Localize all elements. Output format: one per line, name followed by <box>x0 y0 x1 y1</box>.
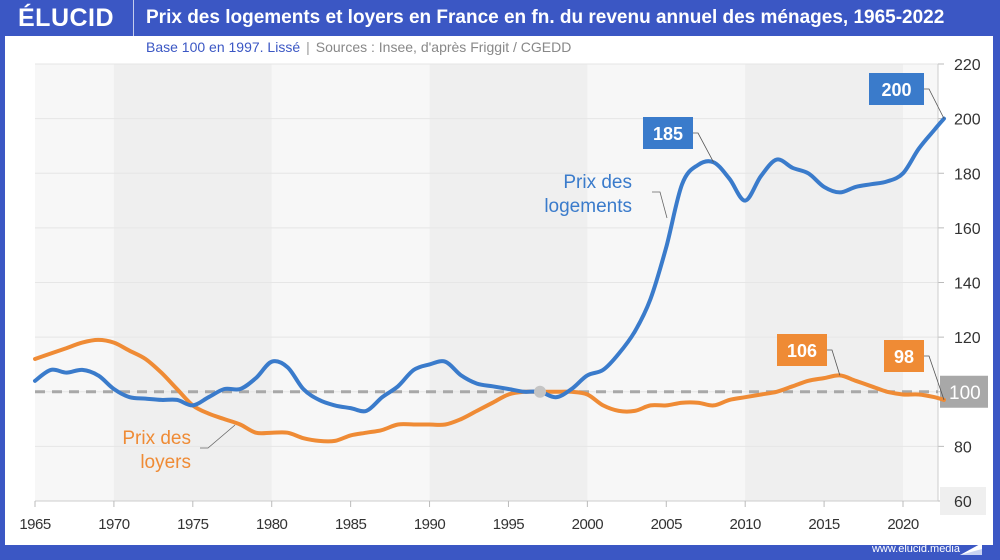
x-tick-label: 2010 <box>729 516 761 533</box>
series-label-loyers: loyers <box>140 452 191 473</box>
series-line-loyers <box>33 337 946 444</box>
series-line-logements <box>33 116 946 414</box>
y-tick-label: 120 <box>954 330 981 347</box>
header-bar: ÉLUCID Prix des logements et loyers en F… <box>0 0 1000 36</box>
elucid-triangle-icon <box>960 543 982 555</box>
subtitle-separator: | <box>306 39 310 55</box>
x-tick-label: 2000 <box>572 516 604 533</box>
callout-leader <box>924 88 945 119</box>
callout-leader <box>693 132 714 163</box>
callout-value: 185 <box>653 124 683 144</box>
series-label-leader <box>200 424 236 449</box>
series-label-logements: logements <box>544 196 632 217</box>
x-tick-label: 1980 <box>256 516 288 533</box>
x-tick-label: 2020 <box>887 516 919 533</box>
callout-box <box>777 334 827 366</box>
x-tick-label: 2015 <box>808 516 840 533</box>
baseline-label: 100 <box>949 383 981 404</box>
callout-value: 98 <box>894 347 914 367</box>
subtitle-sources: Sources : Insee, d'après Friggit / CGEDD <box>315 39 572 55</box>
x-tick-label: 1985 <box>335 516 367 533</box>
callout-leader <box>827 349 841 376</box>
y-tick-label: 160 <box>954 221 981 238</box>
callout-box <box>643 117 693 149</box>
y-tick-label: 80 <box>954 439 972 456</box>
callout-value: 106 <box>787 341 817 361</box>
x-tick-label: 1965 <box>19 516 51 533</box>
series-label-logements: Prix des <box>563 172 632 193</box>
elucid-logo: ÉLUCID <box>18 4 115 32</box>
chart-subtitle: Base 100 en 1997. Lissé | Sources : Insee,… <box>146 39 571 55</box>
x-tick-label: 1970 <box>98 516 130 533</box>
callout-box <box>869 73 924 105</box>
callout-box <box>884 340 924 372</box>
x-tick-label: 1995 <box>493 516 525 533</box>
y-tick-label: 60 <box>954 494 972 511</box>
base-point-1997 <box>534 385 547 398</box>
series-label-leader <box>652 191 668 219</box>
logo-divider <box>133 0 134 36</box>
y-tick-label: 140 <box>954 276 981 293</box>
y-tick-label: 180 <box>954 166 981 183</box>
callout-value: 200 <box>881 80 911 100</box>
x-tick-label: 2005 <box>651 516 683 533</box>
y-tick-label: 200 <box>954 112 981 129</box>
footer-url[interactable]: www.elucid.media <box>871 543 960 555</box>
callout-leader <box>924 355 945 401</box>
subtitle-base: Base 100 en 1997. Lissé <box>146 39 301 55</box>
x-tick-label: 1975 <box>177 516 209 533</box>
y-tick-label-bg <box>940 487 986 515</box>
chart-title: Prix des logements et loyers en France e… <box>146 7 945 28</box>
x-tick-label: 1990 <box>414 516 446 533</box>
baseline-label-bg <box>940 375 988 408</box>
series-label-loyers: Prix des <box>122 428 191 449</box>
y-tick-label: 220 <box>954 57 981 74</box>
